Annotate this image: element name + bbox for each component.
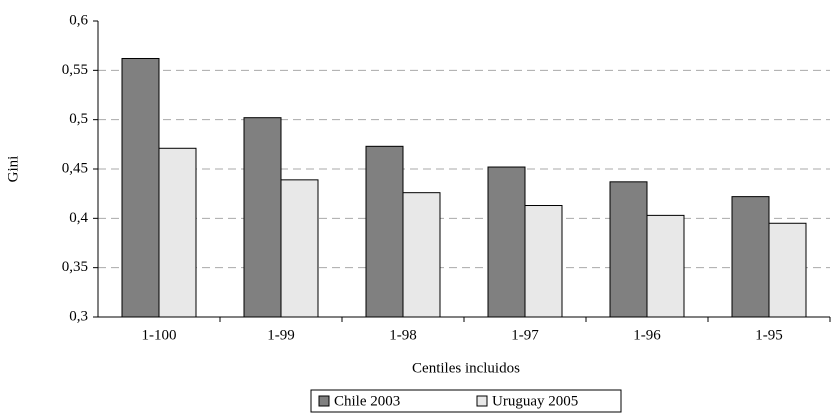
bar [121,57,160,318]
bar [646,214,685,318]
bar [487,166,526,318]
x-tick-label: 1-100 [142,327,177,343]
x-axis-label: Centiles incluidos [412,360,520,376]
bar [731,196,770,318]
bar [158,147,197,318]
x-tick-label: 1-99 [267,327,295,343]
bar [609,181,648,318]
x-tick-label: 1-98 [389,327,417,343]
y-tick-label: 0,4 [69,210,88,226]
y-tick-label: 0,6 [69,12,88,28]
bar [768,222,807,318]
bar [524,205,563,318]
y-tick-label: 0,35 [62,259,88,275]
legend-label: Uruguay 2005 [492,393,578,409]
legend-swatch [476,395,488,407]
legend-box [310,389,622,413]
x-tick-label: 1-96 [633,327,661,343]
bar [365,145,404,318]
bar [243,117,282,318]
bar [402,192,441,318]
y-tick-label: 0,5 [69,111,88,127]
x-tick-label: 1-97 [511,327,539,343]
y-tick-label: 0,45 [62,160,88,176]
y-tick-label: 0,55 [62,62,88,78]
y-axis-label: Gini [5,156,21,183]
bar [280,179,319,318]
x-tick-label: 1-95 [755,327,783,343]
y-tick-label: 0,3 [69,308,88,324]
legend-swatch [318,395,330,407]
legend-label: Chile 2003 [334,393,400,409]
